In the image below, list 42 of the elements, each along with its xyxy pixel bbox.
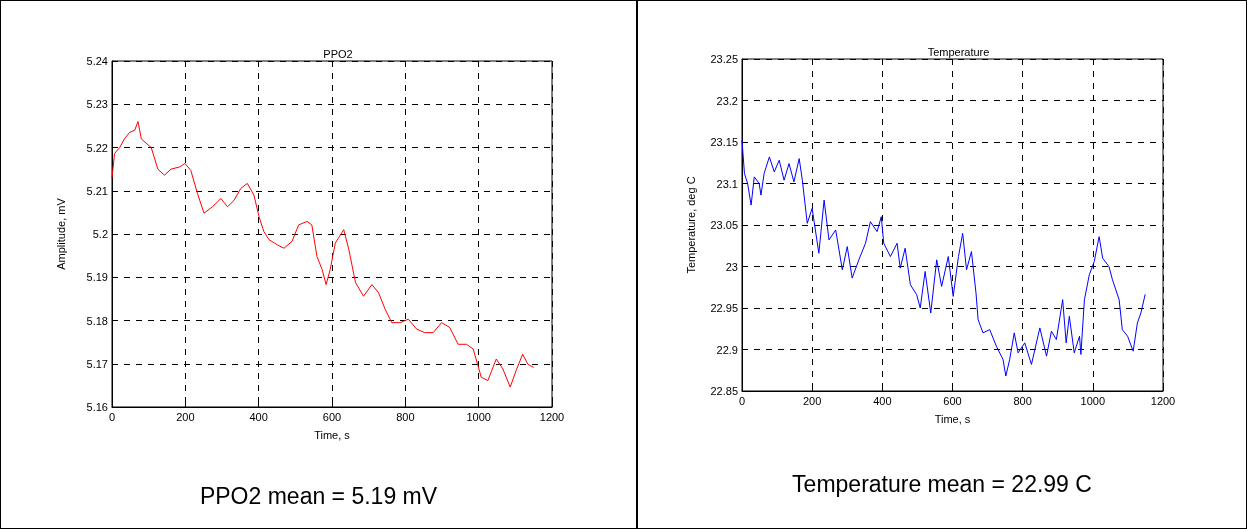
x-tick-label: 600 xyxy=(322,410,342,423)
x-tick-label: 600 xyxy=(943,394,962,407)
line-series xyxy=(111,121,534,388)
y-tick-label: 5.21 xyxy=(86,184,108,197)
x-tick-label: 1200 xyxy=(1150,394,1176,407)
x-tick-label: 400 xyxy=(873,394,892,407)
y-axis-title: Amplitude, mV xyxy=(54,197,67,270)
y-tick-label: 23.05 xyxy=(710,219,738,231)
text: PPO2 mean = 5.19 mV xyxy=(199,482,438,509)
y-axis-title: Temperature, deg C xyxy=(684,176,697,274)
y-tick-label: 22.9 xyxy=(716,343,738,356)
y-tick-label: 5.16 xyxy=(86,401,108,413)
y-tick-label: 23.2 xyxy=(716,94,738,107)
y-tick-label: 22.85 xyxy=(710,385,738,397)
y-tick-label: 5.22 xyxy=(86,141,108,154)
x-tick-label: 400 xyxy=(249,410,268,423)
x-tick-label: 0 xyxy=(108,410,116,423)
y-tick-label: 23.15 xyxy=(710,136,738,148)
y-tick-label: 5.17 xyxy=(86,357,108,370)
x-tick-label: 1000 xyxy=(1080,394,1106,407)
x-tick-label: 1000 xyxy=(466,410,491,423)
x-tick-label: 0 xyxy=(738,394,746,407)
text: Temperature mean = 22.99 C xyxy=(792,470,1092,497)
y-tick-label: 5.24 xyxy=(86,55,108,67)
y-tick-label: 23 xyxy=(725,260,738,273)
x-tick-label: 200 xyxy=(176,410,195,423)
chart-title: Temperature xyxy=(927,45,990,58)
x-tick-label: 200 xyxy=(802,394,822,407)
x-tick-label: 800 xyxy=(1013,394,1032,407)
y-tick-label: 5.23 xyxy=(86,98,108,111)
y-tick-label: 22.95 xyxy=(710,302,738,314)
x-axis-title: Time, s xyxy=(314,428,351,441)
y-tick-label: 5.18 xyxy=(86,314,108,327)
x-tick-label: 800 xyxy=(396,410,415,423)
y-tick-label: 5.2 xyxy=(92,228,108,240)
x-tick-label: 1200 xyxy=(539,410,565,423)
y-tick-label: 5.19 xyxy=(86,271,108,284)
chart-title: PPO2 xyxy=(323,47,353,60)
y-tick-label: 23.1 xyxy=(716,177,738,190)
y-tick-label: 23.25 xyxy=(710,53,738,65)
line-series xyxy=(741,139,1146,377)
x-axis-title: Time, s xyxy=(934,412,971,425)
